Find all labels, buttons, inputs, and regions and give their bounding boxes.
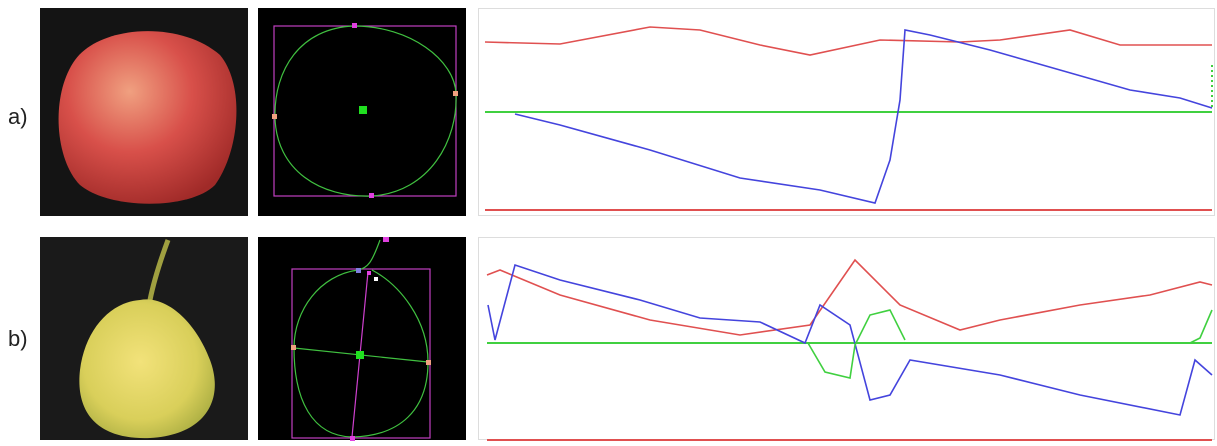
row-label: b) (8, 326, 28, 351)
pear-plot (478, 237, 1215, 441)
apple-photo (40, 8, 248, 216)
row-label: a) (8, 104, 28, 129)
apple-contour (258, 8, 466, 216)
pear-contour (258, 237, 466, 441)
pear-photo (40, 237, 248, 440)
apple-plot (478, 8, 1215, 216)
